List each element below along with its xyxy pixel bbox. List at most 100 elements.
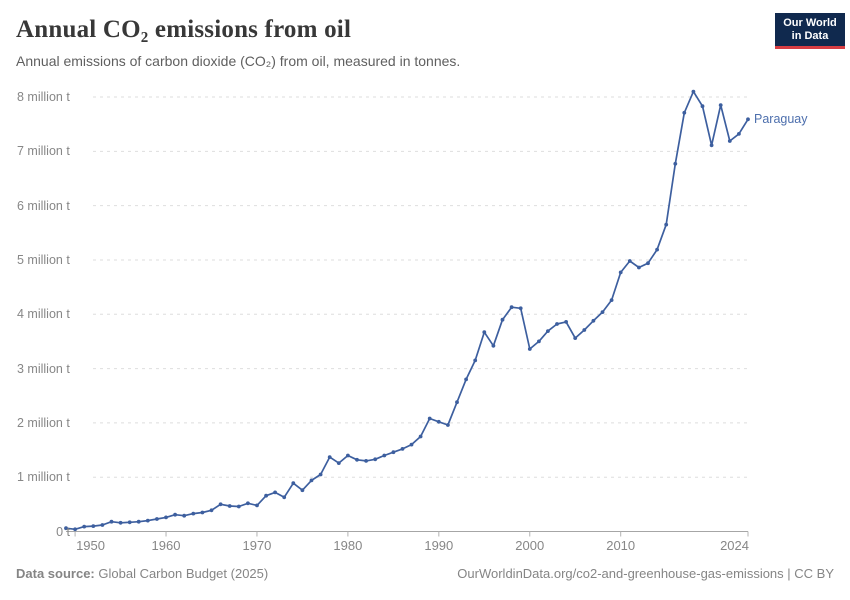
x-axis-label: 1990: [424, 538, 454, 553]
data-point[interactable]: [618, 270, 623, 275]
data-point[interactable]: [391, 450, 396, 455]
data-point[interactable]: [537, 339, 541, 344]
data-point[interactable]: [518, 306, 523, 311]
y-axis-label: 4 million t: [17, 307, 70, 322]
data-point[interactable]: [191, 511, 196, 516]
y-axis-label: 0 t: [56, 524, 70, 539]
data-point[interactable]: [746, 117, 750, 122]
data-point[interactable]: [418, 434, 423, 439]
owid-logo-line1: Our World: [783, 17, 837, 29]
data-point[interactable]: [436, 419, 441, 424]
data-point[interactable]: [164, 515, 168, 520]
data-point[interactable]: [491, 343, 496, 348]
data-point[interactable]: [82, 524, 87, 529]
data-point[interactable]: [737, 132, 741, 136]
data-point[interactable]: [546, 329, 550, 333]
data-point[interactable]: [527, 347, 532, 351]
chart-title: Annual CO₂ emissions from oil: [16, 16, 352, 43]
data-point[interactable]: [500, 317, 505, 322]
data-point[interactable]: [637, 265, 641, 270]
data-point[interactable]: [709, 143, 714, 148]
y-axis-label: 8 million t: [17, 90, 70, 104]
data-point[interactable]: [91, 524, 96, 528]
data-point[interactable]: [182, 513, 187, 518]
y-axis-label: 1 million t: [17, 470, 70, 485]
data-point[interactable]: [382, 453, 387, 458]
data-point[interactable]: [700, 104, 705, 109]
data-point[interactable]: [573, 336, 578, 340]
data-source-label: Data source:: [16, 566, 95, 581]
data-point[interactable]: [155, 517, 159, 521]
data-point[interactable]: [446, 423, 450, 427]
data-point[interactable]: [373, 457, 378, 462]
license-credit-link[interactable]: OurWorldinData.org/co2-and-greenhouse-ga…: [457, 566, 834, 581]
data-point[interactable]: [327, 455, 332, 459]
data-point[interactable]: [318, 472, 323, 477]
data-point[interactable]: [127, 520, 132, 525]
data-point[interactable]: [509, 305, 514, 310]
data-point[interactable]: [309, 478, 314, 483]
data-point[interactable]: [600, 310, 605, 314]
data-point[interactable]: [582, 328, 587, 332]
data-point[interactable]: [655, 247, 659, 252]
data-point[interactable]: [355, 457, 359, 462]
data-point[interactable]: [173, 512, 178, 517]
data-point[interactable]: [555, 322, 559, 326]
data-point[interactable]: [427, 416, 432, 421]
data-point[interactable]: [218, 502, 223, 507]
data-point[interactable]: [145, 518, 150, 523]
x-axis-label: 1960: [151, 538, 181, 553]
x-axis-label: 1950: [76, 538, 105, 553]
data-point[interactable]: [255, 503, 259, 508]
data-point[interactable]: [455, 400, 459, 405]
data-point[interactable]: [664, 222, 669, 227]
data-point[interactable]: [236, 504, 241, 509]
data-point[interactable]: [209, 508, 214, 513]
data-point[interactable]: [273, 490, 277, 495]
data-point[interactable]: [200, 510, 205, 515]
data-point[interactable]: [727, 139, 732, 143]
data-point[interactable]: [300, 488, 305, 493]
data-point[interactable]: [609, 298, 614, 302]
data-point[interactable]: [336, 461, 341, 465]
data-point[interactable]: [646, 261, 650, 266]
data-point[interactable]: [473, 358, 478, 363]
data-point[interactable]: [291, 481, 296, 486]
data-point[interactable]: [118, 520, 123, 525]
series-label-paraguay[interactable]: Paraguay: [754, 112, 808, 127]
data-point[interactable]: [227, 504, 232, 508]
data-line[interactable]: [65, 90, 749, 531]
data-point[interactable]: [682, 110, 687, 115]
data-point[interactable]: [400, 447, 405, 451]
data-point[interactable]: [282, 495, 287, 500]
x-axis-label: 1980: [333, 538, 363, 553]
y-axis-label: 3 million t: [17, 361, 70, 376]
data-point[interactable]: [64, 526, 68, 531]
data-point[interactable]: [564, 320, 568, 324]
y-axis-label: 2 million t: [17, 415, 70, 430]
data-source-text: Global Carbon Budget (2025): [98, 566, 269, 581]
data-point[interactable]: [409, 442, 414, 447]
owid-logo-line2: in Data: [791, 30, 829, 42]
owid-logo[interactable]: Our World in Data: [775, 13, 845, 49]
data-point[interactable]: [482, 330, 487, 335]
x-axis-label: 1970: [242, 538, 272, 553]
data-point[interactable]: [73, 527, 77, 532]
data-point[interactable]: [364, 459, 368, 463]
data-point[interactable]: [627, 259, 632, 263]
data-point[interactable]: [691, 89, 696, 94]
data-source-note: Data source: Global Carbon Budget (2025): [16, 566, 268, 581]
chart-subtitle: Annual emissions of carbon dioxide (CO₂)…: [16, 53, 461, 69]
data-point[interactable]: [264, 493, 268, 498]
data-point[interactable]: [100, 523, 105, 527]
data-point[interactable]: [718, 103, 723, 107]
data-point[interactable]: [136, 519, 141, 524]
data-point[interactable]: [109, 519, 114, 524]
data-point[interactable]: [346, 453, 350, 458]
data-point[interactable]: [673, 161, 678, 166]
data-point[interactable]: [464, 377, 468, 382]
data-point[interactable]: [591, 318, 596, 323]
data-point[interactable]: [246, 501, 250, 506]
